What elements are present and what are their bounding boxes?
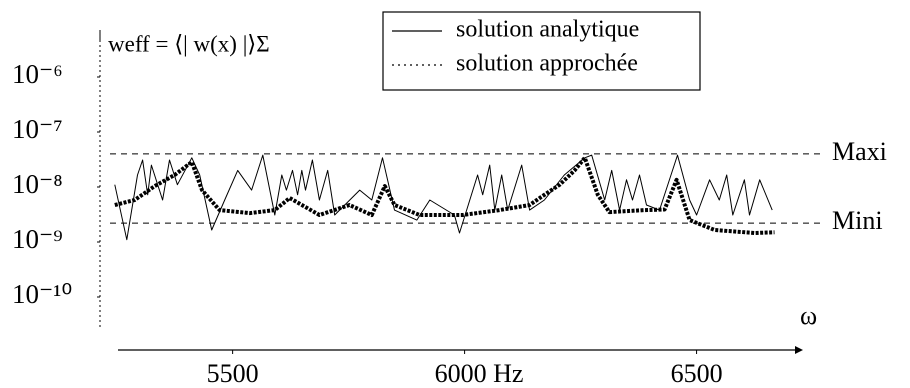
x-tick-label: 5500 bbox=[207, 359, 259, 388]
legend-label: solution analytique bbox=[456, 17, 639, 43]
reference-label: Mini bbox=[832, 206, 883, 235]
legend bbox=[382, 11, 701, 91]
y-tick-label: 10⁻⁹ bbox=[12, 224, 63, 254]
x-axis-arrow bbox=[795, 346, 803, 354]
reference-label: Maxi bbox=[832, 137, 887, 166]
y-axis-label: weff = ⟨| w(x) |⟩Σ bbox=[108, 31, 270, 56]
x-tick-label: 6500 bbox=[671, 359, 723, 388]
x-tick-label: 6000 Hz bbox=[435, 359, 524, 388]
y-tick-label: 10⁻⁷ bbox=[12, 114, 63, 144]
series-line bbox=[114, 155, 775, 235]
y-tick-label: 10⁻¹⁰ bbox=[12, 279, 72, 309]
x-axis-label: ω bbox=[800, 301, 817, 330]
series-line bbox=[114, 154, 773, 241]
y-tick-label: 10⁻⁸ bbox=[12, 169, 63, 199]
y-tick-label: 10⁻⁶ bbox=[12, 59, 63, 89]
legend-label: solution approchée bbox=[456, 51, 638, 77]
